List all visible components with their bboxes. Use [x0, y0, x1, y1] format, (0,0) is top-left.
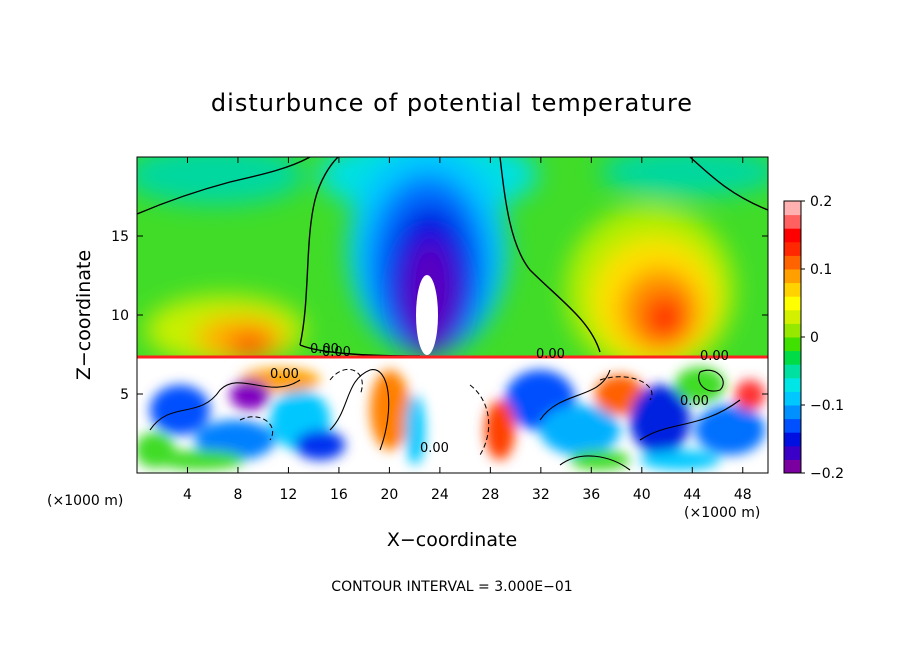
- colorbar-swatch: [784, 405, 801, 420]
- colorbar-tick-label: 0: [810, 330, 819, 346]
- colorbar-tick-label: 0.2: [810, 194, 832, 210]
- lower-contours: [149, 369, 741, 471]
- colorbar-swatch: [784, 282, 801, 297]
- x-axis-label: X−coordinate: [387, 529, 517, 551]
- x-unit-right: (×1000 m): [684, 505, 760, 521]
- colorbar-swatch: [784, 350, 801, 365]
- contour-label: 0.00: [310, 342, 339, 357]
- colorbar-swatch: [784, 269, 801, 284]
- x-tick-label: 24: [431, 487, 449, 503]
- colorbar-swatch: [784, 418, 801, 433]
- colorbar-swatch: [784, 255, 801, 270]
- x-tick-label: 8: [233, 487, 242, 503]
- colorbar-swatch: [784, 214, 801, 229]
- colorbar-swatch: [784, 296, 801, 311]
- colorbar-swatch: [784, 377, 801, 392]
- y-axis: 5 10 15: [111, 229, 768, 403]
- x-tick-label: 20: [380, 487, 398, 503]
- contour-labels: 0.000.00 0.000.000.000.000.00: [270, 342, 729, 456]
- x-tick-label: 36: [582, 487, 600, 503]
- x-tick-label: 40: [633, 487, 651, 503]
- x-tick-label: 48: [734, 487, 752, 503]
- x-tick-label: 16: [330, 487, 348, 503]
- contour-label: 0.00: [322, 345, 351, 360]
- colorbar-swatch: [784, 309, 801, 324]
- colorbar-tick-label: −0.1: [810, 398, 844, 414]
- contour-label: 0.00: [536, 347, 565, 362]
- colorbar-swatch: [784, 364, 801, 379]
- contour-label: 0.00: [270, 367, 299, 382]
- x-unit-left: (×1000 m): [47, 493, 123, 509]
- contour-label: 0.00: [680, 394, 709, 409]
- colorbar-swatch: [784, 241, 801, 256]
- x-tick-label: 44: [683, 487, 701, 503]
- upper-anomalies: [137, 157, 768, 375]
- colorbar-tick-label: 0.1: [810, 262, 832, 278]
- colorbar-swatch: [784, 337, 801, 352]
- colorbar-swatch: [784, 391, 801, 406]
- colorbar: [783, 200, 802, 474]
- x-tick-label: 4: [183, 487, 192, 503]
- y-axis-label: Z−coordinate: [73, 250, 95, 380]
- colorbar-swatch: [784, 459, 801, 474]
- contour-interval-note: CONTOUR INTERVAL = 3.000E−01: [331, 579, 572, 595]
- x-tick-label: 32: [532, 487, 550, 503]
- y-tick-label: 15: [111, 229, 129, 245]
- x-axis: 4 8 12 16 20 24 28 32 36 40 44 48: [183, 157, 752, 503]
- colorbar-swatch: [784, 445, 801, 460]
- y-tick-label: 5: [120, 387, 129, 403]
- colorbar-swatch: [784, 323, 801, 338]
- chart-title: disturbunce of potential temperature: [211, 89, 693, 117]
- contour-label: 0.00: [700, 349, 729, 364]
- colorbar-tick-label: −0.2: [810, 466, 844, 482]
- y-tick-label: 10: [111, 308, 129, 324]
- plot-area: [137, 157, 768, 473]
- contour-label: 0.00: [420, 441, 449, 456]
- x-tick-label: 12: [280, 487, 298, 503]
- colorbar-swatch: [784, 432, 801, 447]
- colorbar-ticks: 0.2 0.1 0 −0.1 −0.2: [801, 194, 844, 482]
- x-tick-label: 28: [481, 487, 499, 503]
- zero-contours: [137, 157, 768, 357]
- cold-core-white: [416, 275, 438, 355]
- colorbar-swatch: [784, 201, 801, 216]
- negative-contours: [239, 368, 653, 456]
- lower-turbulence: [137, 367, 765, 470]
- colorbar-swatch: [784, 228, 801, 243]
